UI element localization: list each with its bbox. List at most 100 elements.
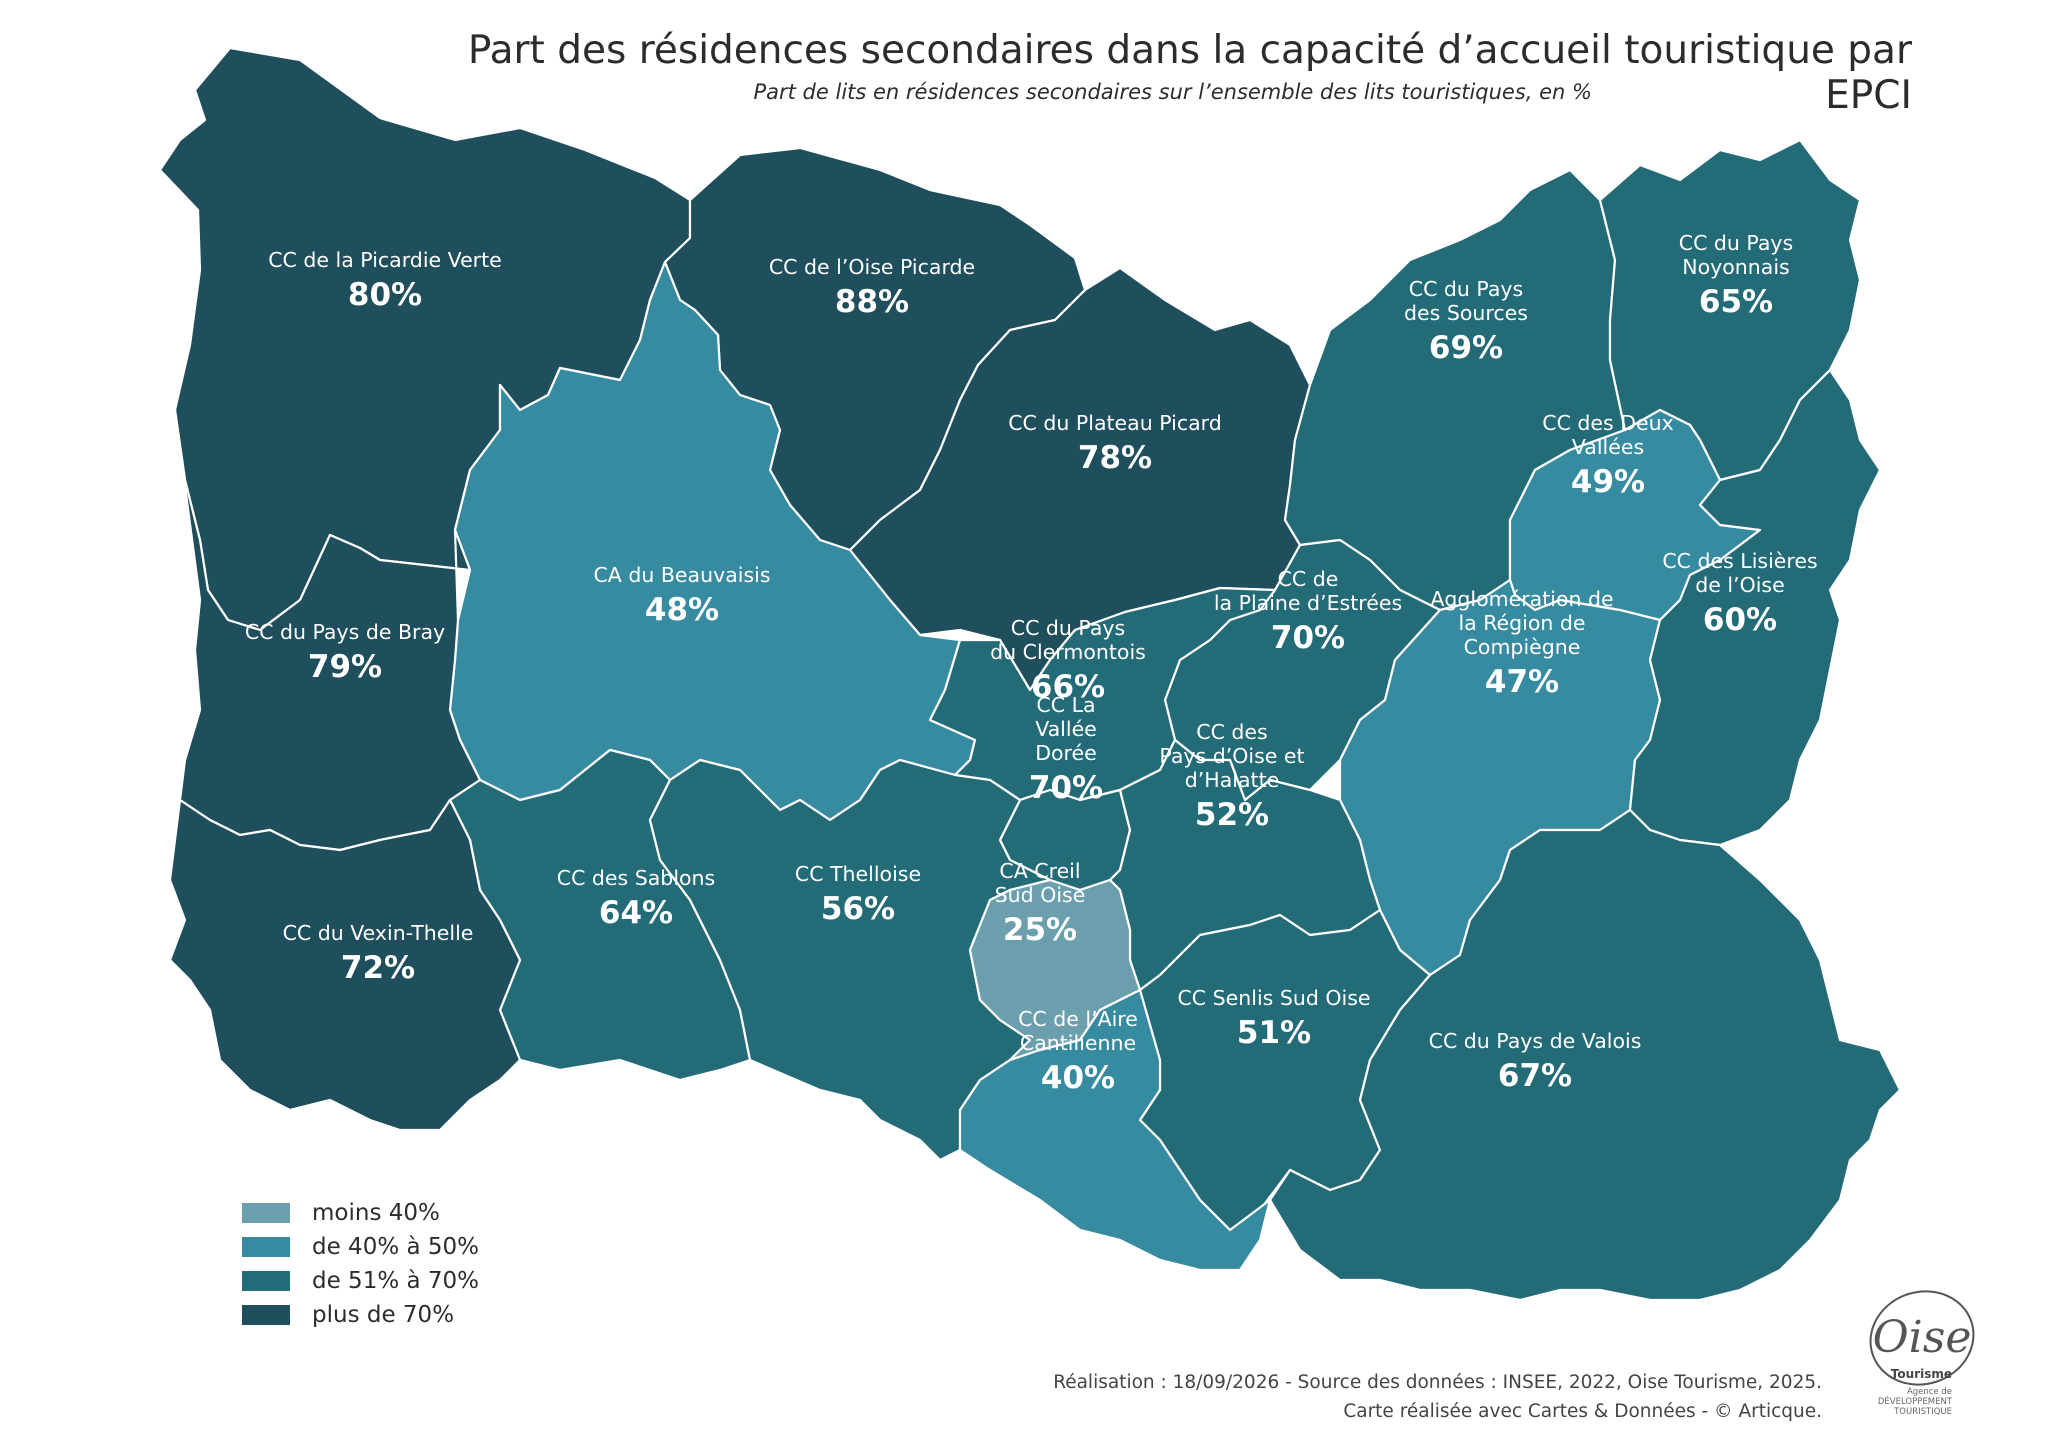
epci-name-line: de l’Oise — [1695, 573, 1784, 597]
legend-label: de 51% à 70% — [312, 1268, 480, 1294]
epci-region-vexin-thelle[interactable] — [168, 798, 522, 1132]
epci-name-line: Pays d’Oise et — [1159, 744, 1304, 768]
credits-source-line: Réalisation : 18/09/2026 - Source des do… — [1053, 1372, 1822, 1393]
epci-name-line: la Région de — [1458, 611, 1585, 635]
epci-name-line: CC de l’Oise Picarde — [769, 255, 975, 279]
epci-label-thelloise: CC Thelloise 56% — [795, 862, 921, 927]
epci-name-line: Noyonnais — [1682, 255, 1789, 279]
epci-name-line: Agglomération de — [1430, 587, 1613, 611]
map-title: Part des résidences secondaires dans la … — [467, 28, 1912, 118]
epci-value: 70% — [1271, 620, 1345, 656]
epci-labels: CC de la Picardie Verte 80% CC de l’Oise … — [245, 231, 1818, 1096]
legend-item: de 51% à 70% — [242, 1264, 479, 1298]
epci-value: 49% — [1571, 464, 1645, 500]
epci-value: 65% — [1699, 284, 1773, 320]
epci-value: 51% — [1237, 1015, 1311, 1051]
epci-name-line: CC du Plateau Picard — [1008, 411, 1222, 435]
epci-name-line: CC de — [1278, 567, 1339, 591]
epci-value: 88% — [835, 284, 909, 320]
epci-value: 80% — [348, 277, 422, 313]
map-subtitle: Part de lits en résidences secondaires s… — [753, 80, 1592, 104]
logo-tagline-3: TOURISTIQUE — [1893, 1407, 1952, 1417]
epci-name-line: CC de la Picardie Verte — [268, 248, 502, 272]
legend-swatch — [242, 1271, 290, 1291]
epci-value: 69% — [1429, 330, 1503, 366]
legend-item: plus de 70% — [242, 1298, 479, 1332]
epci-region-pays-de-valois[interactable] — [1268, 808, 1902, 1302]
epci-name-line: CA du Beauvaisis — [593, 563, 770, 587]
epci-label-pays-de-valois: CC du Pays de Valois 67% — [1429, 1029, 1642, 1094]
epci-value: 79% — [308, 649, 382, 685]
epci-value: 52% — [1195, 797, 1269, 833]
logo-tagline-2: DÉVELOPPEMENT — [1878, 1395, 1953, 1407]
credits-tool-line: Carte réalisée avec Cartes & Données - ©… — [1343, 1401, 1822, 1422]
epci-value: 40% — [1041, 1060, 1115, 1096]
legend-swatch — [242, 1305, 290, 1325]
epci-value: 67% — [1498, 1058, 1572, 1094]
epci-label-plateau-picard: CC du Plateau Picard 78% — [1008, 411, 1222, 476]
epci-value: 70% — [1029, 770, 1103, 806]
epci-name-line: CC du Pays — [1679, 231, 1793, 255]
epci-value: 78% — [1078, 440, 1152, 476]
epci-name-line: CC du Pays de Valois — [1429, 1029, 1642, 1053]
epci-name-line: Dorée — [1035, 741, 1097, 765]
legend-label: de 40% à 50% — [312, 1234, 480, 1260]
epci-value: 25% — [1003, 912, 1077, 948]
map-credits: Réalisation : 18/09/2026 - Source des do… — [960, 1368, 1822, 1426]
epci-name-line: Sud Oise — [995, 883, 1086, 907]
epci-label-beauvaisis: CA du Beauvaisis 48% — [593, 563, 770, 628]
epci-value: 56% — [821, 891, 895, 927]
logo-tagline-1: Agence de — [1907, 1387, 1952, 1397]
epci-value: 66% — [1031, 669, 1105, 705]
legend-item: de 40% à 50% — [242, 1230, 479, 1264]
epci-value: 64% — [599, 895, 673, 931]
epci-label-pays-de-bray: CC du Pays de Bray 79% — [245, 620, 445, 685]
epci-name-line: CC des Lisières — [1662, 549, 1817, 573]
epci-region-lisieres-oise[interactable] — [1628, 368, 1882, 847]
epci-label-oise-picarde: CC de l’Oise Picarde 88% — [769, 255, 975, 320]
epci-name-line: CC du Pays — [1011, 616, 1125, 640]
epci-name-line: CC des Deux — [1542, 411, 1674, 435]
legend-item: moins 40% — [242, 1196, 479, 1230]
legend-label: plus de 70% — [312, 1302, 455, 1328]
epci-name-line: des Sources — [1404, 301, 1528, 325]
logo-sub: Tourisme — [1891, 1367, 1952, 1381]
oise-tourisme-logo: Oise Tourisme Agence de DÉVELOPPEMENT TO… — [1869, 1290, 1975, 1417]
epci-name-line: du Clermontois — [990, 640, 1146, 664]
legend-swatch — [242, 1237, 290, 1257]
epci-value: 48% — [645, 592, 719, 628]
epci-value: 60% — [1703, 602, 1777, 638]
epci-name-line: CC Senlis Sud Oise — [1177, 986, 1370, 1010]
epci-name-line: CC Thelloise — [795, 862, 921, 886]
epci-name-line: CC du Pays de Bray — [245, 620, 445, 644]
epci-name-line: d’Halatte — [1185, 768, 1279, 792]
epci-name-line: Vallées — [1572, 435, 1644, 459]
legend-label: moins 40% — [312, 1200, 440, 1226]
epci-label-picardie-verte: CC de la Picardie Verte 80% — [268, 248, 502, 313]
epci-name-line: Cantilienne — [1020, 1031, 1136, 1055]
epci-name-line: CC du Pays — [1409, 277, 1523, 301]
logo-brand: Oise — [1873, 1312, 1972, 1363]
epci-label-sablons: CC des Sablons 64% — [557, 866, 715, 931]
epci-name-line: CC des Sablons — [557, 866, 715, 890]
map-legend: moins 40% de 40% à 50% de 51% à 70% plus de… — [242, 1196, 479, 1332]
epci-label-senlis-sud-oise: CC Senlis Sud Oise 51% — [1177, 986, 1370, 1051]
epci-name-line: CC du Vexin-Thelle — [283, 921, 474, 945]
epci-name-line: CA Creil — [999, 859, 1080, 883]
epci-name-line: CC des — [1196, 720, 1267, 744]
epci-regions — [158, 46, 1902, 1302]
epci-value: 47% — [1485, 664, 1559, 700]
epci-value: 72% — [341, 950, 415, 986]
